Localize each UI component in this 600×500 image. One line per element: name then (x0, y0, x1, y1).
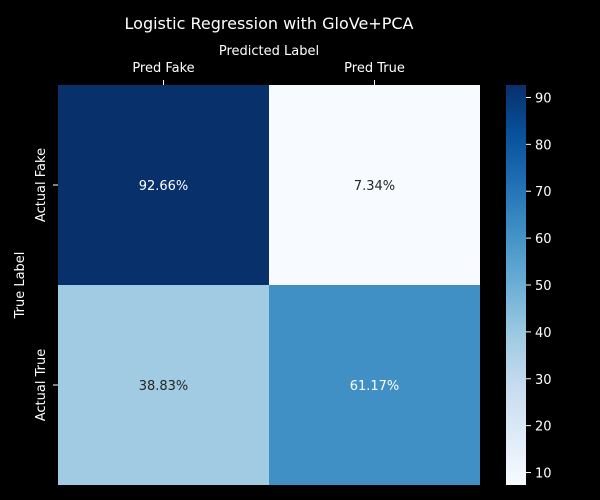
heatmap-cell (269, 285, 480, 485)
heatmap-grid: 92.66% 7.34% 38.83% 61.17% (58, 85, 480, 485)
heatmap-cell (58, 285, 269, 485)
y-tick-label: Actual True (34, 349, 49, 421)
chart-title: Logistic Regression with GloVe+PCA (125, 14, 414, 33)
y-tick-group: Actual Fake Actual True (34, 148, 58, 421)
y-tick-label: Actual Fake (34, 148, 49, 222)
cell-value-label: 92.66% (139, 179, 189, 194)
x-axis-label: Predicted Label (219, 44, 319, 59)
colorbar-tick-label: 30 (535, 373, 552, 388)
heatmap-cell (269, 85, 480, 285)
colorbar-tick-label: 70 (535, 185, 552, 200)
x-tick-label: Pred True (344, 61, 405, 76)
colorbar (506, 85, 526, 485)
x-tick-label: Pred Fake (132, 61, 194, 76)
heatmap-cell (58, 85, 269, 285)
colorbar-tick-label: 50 (535, 279, 552, 294)
colorbar-tick-label: 10 (535, 467, 552, 482)
colorbar-tick-label: 60 (535, 232, 552, 247)
cell-value-label: 61.17% (350, 379, 400, 394)
colorbar-tick-group: 10 20 30 40 50 60 70 80 90 (526, 91, 552, 482)
cell-value-label: 38.83% (139, 379, 189, 394)
colorbar-tick-label: 80 (535, 138, 552, 153)
y-axis-label: True Label (13, 252, 28, 320)
x-tick-group: Pred Fake Pred True (132, 61, 405, 85)
colorbar-tick-label: 90 (535, 91, 552, 106)
cell-value-label: 7.34% (354, 179, 395, 194)
colorbar-tick-label: 40 (535, 326, 552, 341)
colorbar-tick-label: 20 (535, 420, 552, 435)
